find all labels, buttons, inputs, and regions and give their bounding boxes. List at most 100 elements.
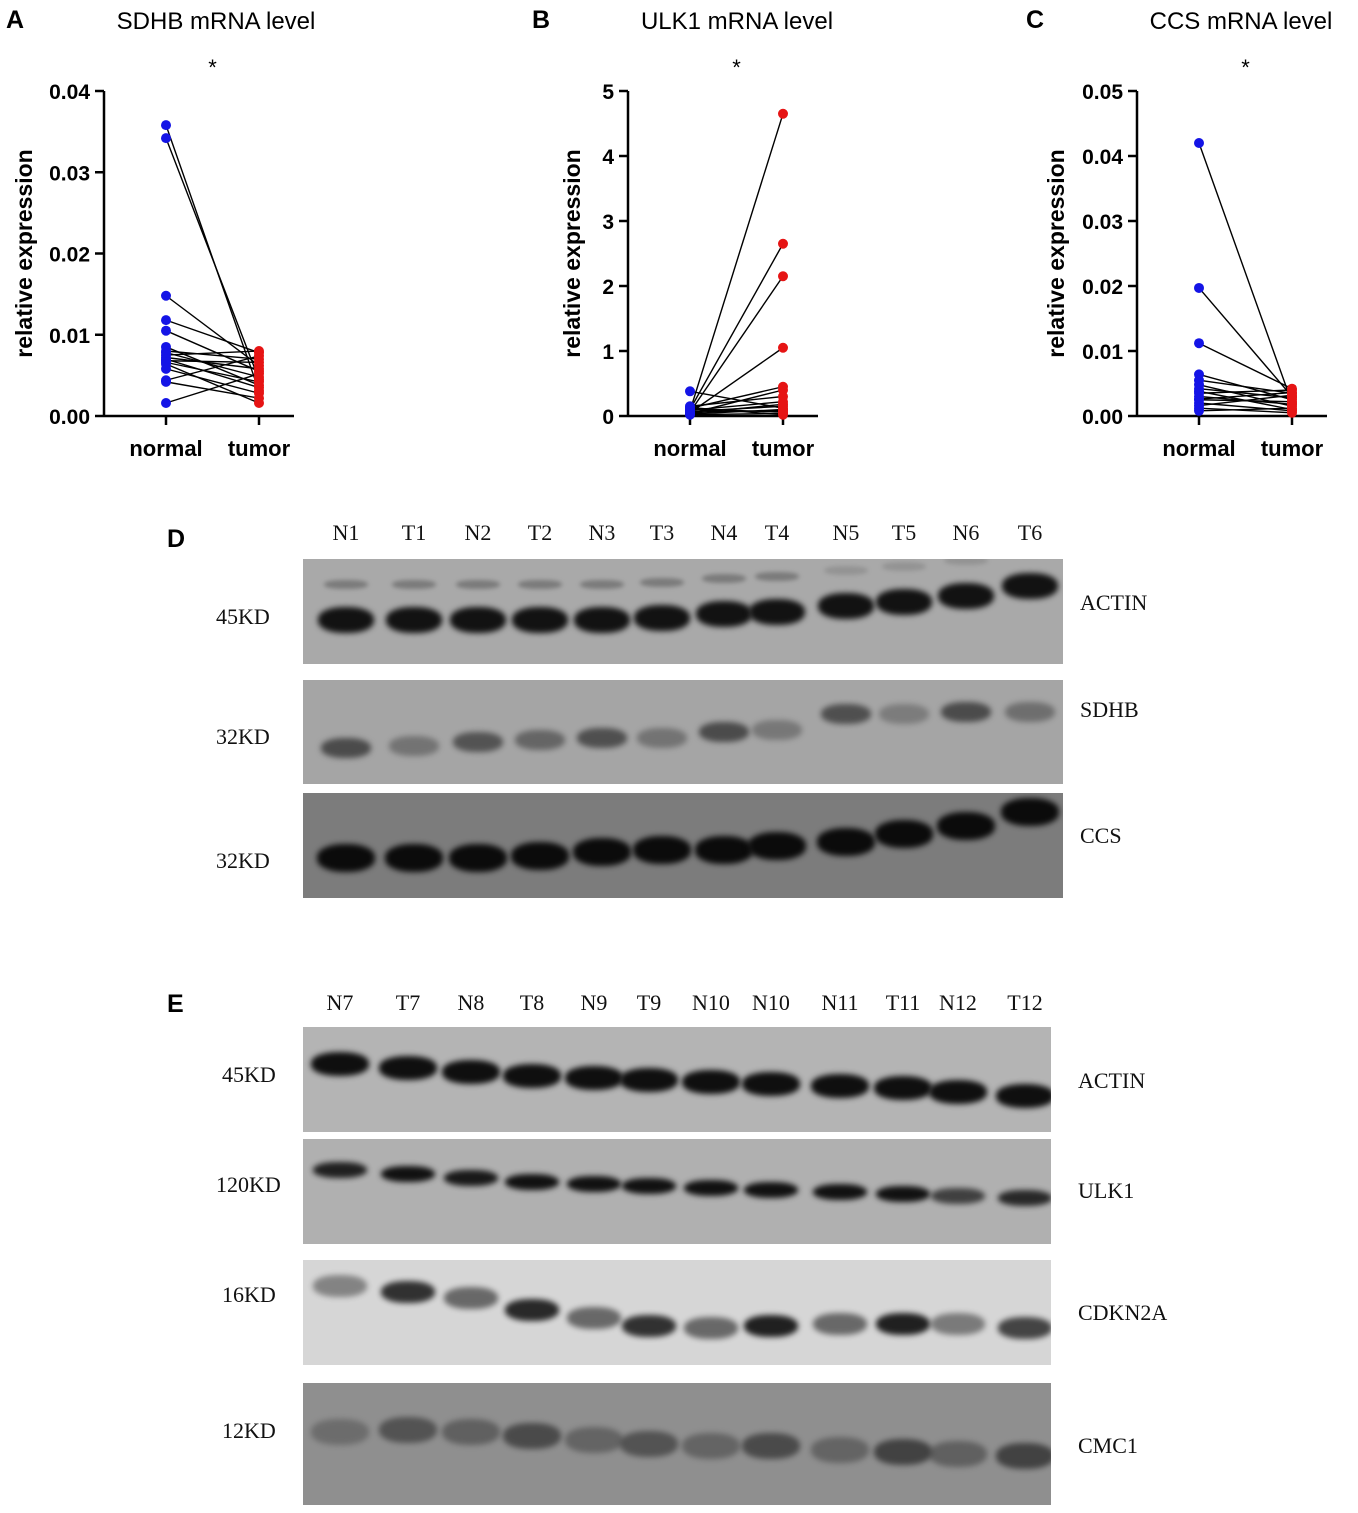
normal-point — [161, 290, 171, 301]
y-tick-label: 0 — [602, 406, 614, 429]
significance-star: * — [208, 55, 217, 80]
protein-band — [1005, 702, 1055, 722]
protein-band-faint — [824, 566, 868, 575]
protein-band-faint — [755, 572, 799, 581]
paired-line — [165, 351, 260, 378]
protein-band — [699, 722, 749, 742]
lane-label: N6 — [952, 520, 980, 545]
protein-band — [696, 601, 752, 627]
protein-band — [565, 1066, 623, 1090]
protein-band — [318, 607, 374, 633]
protein-band — [744, 1315, 798, 1337]
protein-band — [931, 1188, 985, 1204]
protein-label: ULK1 — [1078, 1178, 1135, 1203]
protein-band — [634, 605, 690, 631]
lane-label: N8 — [457, 990, 485, 1015]
lane-label: T8 — [519, 990, 545, 1015]
protein-band — [1001, 798, 1059, 826]
paired-line — [1198, 389, 1293, 394]
paired-line — [165, 360, 260, 364]
protein-band — [998, 1190, 1051, 1206]
lane-label: N3 — [588, 520, 616, 545]
normal-point — [161, 359, 171, 369]
molecular-weight-label: 45KD — [222, 1062, 276, 1087]
y-tick-label: 0.01 — [49, 325, 90, 348]
paired-line — [165, 363, 260, 404]
paired-line — [1198, 142, 1293, 404]
lane-label: N9 — [580, 990, 608, 1015]
protein-band — [574, 607, 630, 633]
protein-band — [929, 1080, 987, 1104]
protein-band — [684, 1317, 738, 1339]
protein-band — [682, 1070, 740, 1094]
paired-line — [165, 356, 260, 370]
tumor-point — [778, 238, 788, 249]
protein-band — [682, 1433, 740, 1459]
paired-line — [165, 355, 260, 381]
x-tick-label: tumor — [752, 436, 815, 461]
y-tick-label: 2 — [602, 276, 614, 299]
normal-point — [161, 120, 171, 131]
protein-band — [313, 1162, 367, 1178]
blot-strip — [303, 793, 1063, 898]
protein-band — [996, 1443, 1051, 1469]
protein-band — [742, 1072, 800, 1096]
y-tick-label: 0.00 — [1082, 406, 1123, 429]
normal-point — [1194, 282, 1204, 293]
tumor-point — [778, 271, 788, 282]
lane-label: N10 — [692, 990, 730, 1015]
y-axis-label: relative expression — [559, 149, 585, 357]
protein-band — [313, 1275, 367, 1297]
paired-line — [689, 347, 784, 414]
tumor-point — [254, 376, 264, 387]
protein-label: ACTIN — [1080, 590, 1148, 615]
protein-band — [821, 704, 871, 724]
protein-band — [503, 1423, 561, 1449]
protein-band — [620, 1068, 678, 1092]
protein-band — [937, 812, 995, 840]
x-tick-label: normal — [653, 436, 726, 461]
protein-band — [450, 607, 506, 633]
molecular-weight-label: 45KD — [216, 604, 270, 629]
y-tick-label: 0.03 — [49, 162, 90, 185]
paired-line — [165, 350, 260, 356]
protein-band — [695, 836, 753, 864]
protein-band — [515, 730, 565, 750]
y-axis-label: relative expression — [11, 149, 37, 357]
lane-label: N2 — [464, 520, 492, 545]
y-tick-label: 0.01 — [1082, 341, 1123, 364]
paired-line — [165, 373, 260, 404]
paired-line — [689, 275, 784, 413]
protein-band — [503, 1064, 561, 1088]
protein-band — [444, 1170, 498, 1186]
paired-line — [1198, 407, 1293, 414]
protein-band — [567, 1176, 621, 1192]
tumor-point — [778, 108, 788, 119]
protein-band — [875, 820, 933, 848]
normal-point — [161, 133, 171, 144]
significance-star: * — [1241, 55, 1250, 80]
protein-band — [577, 728, 627, 748]
protein-band — [622, 1178, 676, 1194]
paired-line — [1198, 287, 1293, 397]
protein-band — [931, 1313, 985, 1335]
protein-band — [817, 828, 875, 856]
protein-band — [749, 599, 805, 625]
protein-band-faint — [324, 580, 368, 589]
paired-line — [165, 368, 260, 394]
paired-line — [689, 243, 784, 410]
tumor-point — [254, 350, 264, 361]
protein-band — [622, 1315, 676, 1337]
normal-point — [161, 325, 171, 336]
lane-label: N1 — [332, 520, 360, 545]
paired-line — [1198, 391, 1293, 400]
protein-band — [941, 702, 991, 722]
molecular-weight-label: 32KD — [216, 724, 270, 749]
paired-line — [165, 330, 260, 372]
lane-label: N5 — [832, 520, 860, 545]
protein-band — [813, 1184, 867, 1200]
protein-label: CCS — [1080, 823, 1122, 848]
protein-label: CDKN2A — [1078, 1300, 1168, 1325]
protein-label: CMC1 — [1078, 1433, 1138, 1458]
lane-label: T2 — [527, 520, 553, 545]
